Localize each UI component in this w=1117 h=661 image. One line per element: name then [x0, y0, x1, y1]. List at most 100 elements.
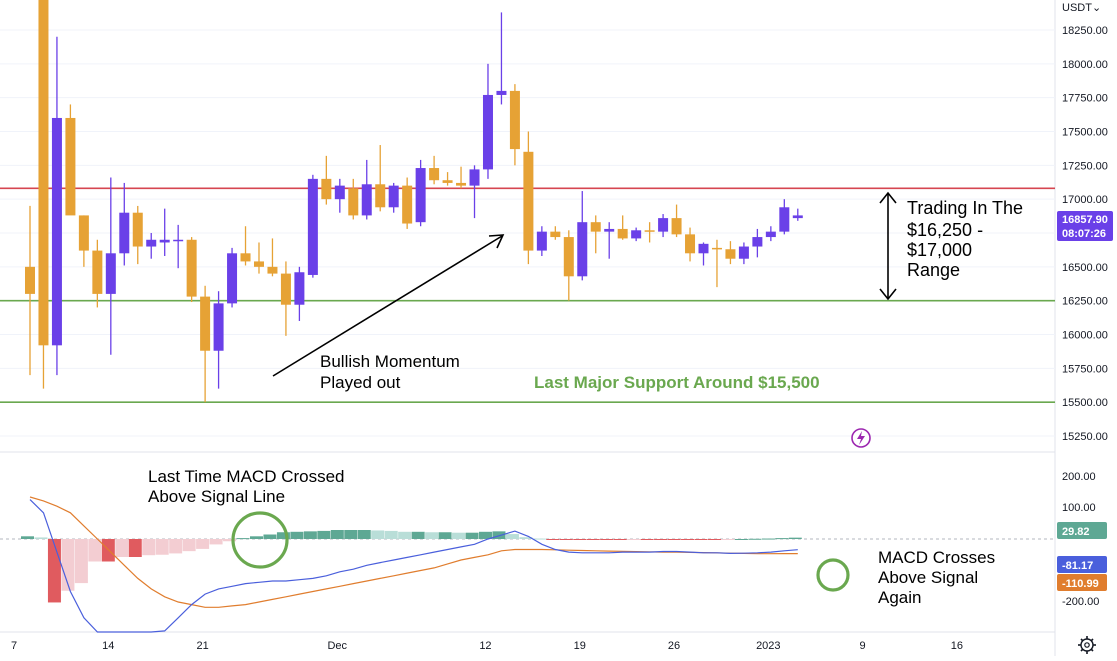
candle	[671, 204, 682, 238]
macd-tick-200: 200.00	[1062, 471, 1096, 483]
macd-hist-bar	[505, 534, 519, 539]
time-axis: 7 14 21 Dec 12 19 26 2023 9 16	[11, 640, 963, 652]
macd-hist-bar	[707, 539, 721, 540]
candle	[25, 205, 35, 376]
macd-hist-bar	[317, 530, 331, 539]
macd-hist-bar	[290, 531, 304, 539]
price-tick-label: 16250.00	[1062, 296, 1108, 308]
range-arrow-head-up	[879, 191, 897, 204]
macd-cross-annotation-line1: Last Time MACD Crossed	[148, 467, 345, 486]
candle	[213, 291, 224, 389]
candle	[334, 178, 345, 213]
candle	[456, 166, 467, 189]
candle	[119, 182, 130, 266]
macd-hist-bar	[478, 531, 492, 539]
bullish-annotation-line2: Played out	[320, 373, 401, 392]
time-tick-label: Dec	[327, 640, 347, 652]
macd-cross-annotation-line2: Above Signal Line	[148, 487, 285, 506]
macd-hist-bar	[21, 536, 34, 539]
countdown-value: 08:07:26	[1062, 228, 1106, 240]
macd-hist-bar	[519, 537, 533, 539]
macd-hist-tag: 29.82	[1057, 522, 1107, 539]
macd-hist-bar	[748, 538, 762, 540]
candle	[523, 131, 534, 265]
macd-hist-bar	[276, 532, 290, 539]
candle	[267, 238, 278, 277]
candle	[685, 227, 696, 262]
candle	[375, 145, 386, 212]
range-annotation-line1: Trading In The	[907, 198, 1023, 218]
time-tick-label: 7	[11, 640, 17, 652]
signal-line-tag: -110.99	[1057, 574, 1107, 591]
last-price-tag-bg	[1057, 211, 1113, 241]
macd-hist-bar	[654, 539, 668, 540]
macd-hist-bar	[142, 539, 156, 556]
macd-hist-bar	[640, 539, 654, 540]
time-tick-label: 12	[479, 640, 491, 652]
candle	[779, 199, 790, 235]
candle	[402, 177, 413, 229]
currency-label[interactable]: USDT	[1062, 2, 1092, 14]
macd-hist-bar	[47, 539, 61, 603]
range-annotation-line2: $16,250 -	[907, 220, 983, 240]
candle	[200, 285, 211, 403]
macd-hist-bar	[573, 539, 587, 540]
signal-tag-bg	[1057, 574, 1107, 591]
macd-hist-bar	[169, 539, 183, 554]
candle	[173, 224, 184, 269]
time-tick-label: 16	[951, 640, 963, 652]
last-price-tag: 16857.90 08:07:26	[1057, 211, 1113, 241]
macd-tick-100: 100.00	[1062, 502, 1096, 514]
macd-hist-bar	[452, 532, 466, 539]
bullish-arrow-line	[272, 235, 503, 377]
gear-icon[interactable]	[1078, 636, 1096, 654]
macd-hist-bar	[761, 538, 775, 540]
macd-hist-bar	[559, 539, 573, 540]
price-tick-label: 18000.00	[1062, 59, 1108, 71]
candle	[725, 241, 736, 265]
macd-hist-bar	[788, 537, 802, 539]
macd-hist-bar	[357, 530, 371, 539]
macd-hist-bar	[223, 539, 237, 542]
candle	[38, 0, 49, 389]
candle	[348, 178, 359, 220]
lightning-icon[interactable]	[851, 428, 871, 448]
signal-tag-value: -110.99	[1062, 578, 1099, 590]
price-tick-label: 16000.00	[1062, 330, 1108, 342]
macd-hist-bar	[425, 532, 439, 539]
macd-hist-bar	[398, 531, 412, 539]
time-tick-label: 14	[102, 640, 114, 652]
macd-hist-bar	[586, 539, 600, 540]
candle	[792, 208, 803, 221]
candle	[711, 239, 722, 288]
macd-again-annotation-line1: MACD Crosses	[878, 548, 995, 567]
macd-hist-bar	[236, 538, 250, 540]
macd-hist-bar	[411, 531, 425, 539]
macd-hist-bar	[492, 531, 506, 539]
candle	[321, 155, 332, 205]
macd-hist-bar	[600, 539, 614, 540]
candle	[509, 84, 520, 166]
macd-tag-bg	[1057, 556, 1107, 573]
chevron-down-icon[interactable]: ⌄	[1092, 2, 1101, 14]
candle	[294, 266, 305, 321]
hist-tag-value: 29.82	[1062, 526, 1090, 538]
candle	[577, 191, 588, 281]
price-tick-label: 15500.00	[1062, 397, 1108, 409]
macd-hist-bar	[734, 539, 748, 540]
macd-hist-bar	[465, 532, 479, 539]
macd-tag-value: -81.17	[1062, 560, 1093, 572]
candle	[240, 226, 251, 266]
macd-again-annotation-line2: Above Signal	[878, 568, 978, 587]
price-tick-label: 16500.00	[1062, 262, 1108, 274]
candle	[752, 228, 763, 258]
price-tick-label: 17500.00	[1062, 127, 1108, 139]
candle	[159, 208, 170, 257]
macd-hist-bar	[532, 538, 546, 540]
candle	[765, 226, 776, 242]
candle	[644, 222, 655, 243]
candle	[361, 159, 372, 220]
candle	[253, 242, 264, 274]
